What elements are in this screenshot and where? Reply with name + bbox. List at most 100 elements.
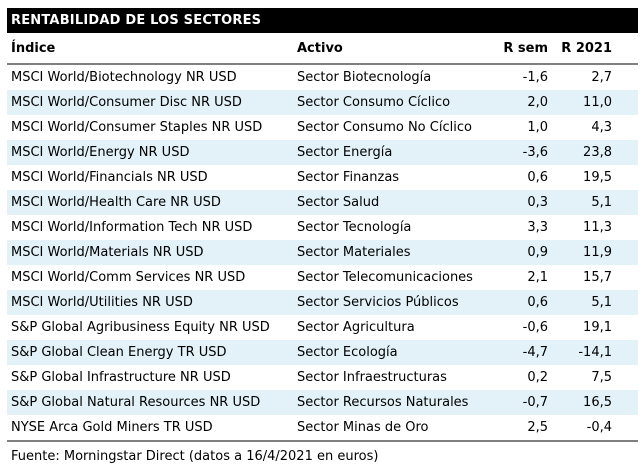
table-header-row: Índice Activo R sem R 2021 xyxy=(7,33,638,65)
index-cell: MSCI World/Energy NR USD xyxy=(7,140,293,165)
spacer-cell xyxy=(612,290,638,315)
asset-cell: Sector Finanzas xyxy=(293,165,503,190)
asset-cell: Sector Materiales xyxy=(293,240,503,265)
asset-cell: Sector Telecomunicaciones xyxy=(293,265,503,290)
r-sem-cell: 1,0 xyxy=(503,115,548,140)
spacer-cell xyxy=(612,115,638,140)
asset-cell: Sector Biotecnología xyxy=(293,64,503,90)
index-cell: MSCI World/Comm Services NR USD xyxy=(7,265,293,290)
r-2021-cell: 5,1 xyxy=(548,290,612,315)
r-sem-cell: -0,6 xyxy=(503,315,548,340)
table-body: MSCI World/Biotechnology NR USD Sector Bi… xyxy=(7,64,638,442)
asset-cell: Sector Consumo Cíclico xyxy=(293,90,503,115)
r-sem-cell: 2,5 xyxy=(503,415,548,442)
asset-cell: Sector Consumo No Cíclico xyxy=(293,115,503,140)
spacer-cell xyxy=(612,415,638,442)
index-cell: MSCI World/Information Tech NR USD xyxy=(7,215,293,240)
spacer-cell xyxy=(612,340,638,365)
report-title-bar: RENTABILIDAD DE LOS SECTORES xyxy=(7,8,638,33)
table-row: MSCI World/Consumer Staples NR USD Sector… xyxy=(7,115,638,140)
asset-cell: Sector Salud xyxy=(293,190,503,215)
r-sem-cell: 2,1 xyxy=(503,265,548,290)
r-2021-cell: 23,8 xyxy=(548,140,612,165)
spacer-cell xyxy=(612,140,638,165)
table-row: S&P Global Clean Energy TR USD Sector Eco… xyxy=(7,340,638,365)
r-2021-cell: 11,0 xyxy=(548,90,612,115)
asset-cell: Sector Servicios Públicos xyxy=(293,290,503,315)
asset-cell: Sector Recursos Naturales xyxy=(293,390,503,415)
r-sem-cell: 2,0 xyxy=(503,90,548,115)
sector-returns-table: Índice Activo R sem R 2021 MSCI World/Bi… xyxy=(7,33,638,442)
index-cell: S&P Global Agribusiness Equity NR USD xyxy=(7,315,293,340)
spacer-cell xyxy=(612,190,638,215)
r-2021-cell: 2,7 xyxy=(548,64,612,90)
r-sem-cell: -0,7 xyxy=(503,390,548,415)
index-cell: S&P Global Natural Resources NR USD xyxy=(7,390,293,415)
index-cell: S&P Global Clean Energy TR USD xyxy=(7,340,293,365)
spacer-cell xyxy=(612,315,638,340)
r-2021-cell: 11,9 xyxy=(548,240,612,265)
source-footnote: Fuente: Morningstar Direct (datos a 16/4… xyxy=(11,449,379,464)
table-row: MSCI World/Consumer Disc NR USD Sector Co… xyxy=(7,90,638,115)
r-2021-cell: 11,3 xyxy=(548,215,612,240)
column-header-activo: Activo xyxy=(293,33,503,65)
r-2021-cell: 15,7 xyxy=(548,265,612,290)
table-row: S&P Global Agribusiness Equity NR USD Sec… xyxy=(7,315,638,340)
r-sem-cell: 0,9 xyxy=(503,240,548,265)
column-header-spacer xyxy=(612,33,638,65)
table-row: S&P Global Infrastructure NR USD Sector I… xyxy=(7,365,638,390)
index-cell: MSCI World/Materials NR USD xyxy=(7,240,293,265)
index-cell: MSCI World/Biotechnology NR USD xyxy=(7,64,293,90)
spacer-cell xyxy=(612,90,638,115)
r-2021-cell: -0,4 xyxy=(548,415,612,442)
column-header-r-sem: R sem xyxy=(503,33,548,65)
spacer-cell xyxy=(612,215,638,240)
r-2021-cell: -14,1 xyxy=(548,340,612,365)
r-sem-cell: -3,6 xyxy=(503,140,548,165)
spacer-cell xyxy=(612,390,638,415)
table-row: MSCI World/Energy NR USD Sector Energía -3… xyxy=(7,140,638,165)
r-2021-cell: 7,5 xyxy=(548,365,612,390)
asset-cell: Sector Infraestructuras xyxy=(293,365,503,390)
table-row: MSCI World/Comm Services NR USD Sector Te… xyxy=(7,265,638,290)
table-row: MSCI World/Information Tech NR USD Sector… xyxy=(7,215,638,240)
asset-cell: Sector Ecología xyxy=(293,340,503,365)
asset-cell: Sector Minas de Oro xyxy=(293,415,503,442)
asset-cell: Sector Agricultura xyxy=(293,315,503,340)
spacer-cell xyxy=(612,165,638,190)
table-row: MSCI World/Biotechnology NR USD Sector Bi… xyxy=(7,64,638,90)
r-sem-cell: 0,2 xyxy=(503,365,548,390)
r-sem-cell: 3,3 xyxy=(503,215,548,240)
index-cell: MSCI World/Financials NR USD xyxy=(7,165,293,190)
spacer-cell xyxy=(612,365,638,390)
table-row: MSCI World/Utilities NR USD Sector Servic… xyxy=(7,290,638,315)
spacer-cell xyxy=(612,240,638,265)
r-sem-cell: 0,6 xyxy=(503,165,548,190)
spacer-cell xyxy=(612,64,638,90)
table-row: S&P Global Natural Resources NR USD Secto… xyxy=(7,390,638,415)
table-row: NYSE Arca Gold Miners TR USD Sector Minas… xyxy=(7,415,638,442)
spacer-cell xyxy=(612,265,638,290)
asset-cell: Sector Tecnología xyxy=(293,215,503,240)
r-sem-cell: -1,6 xyxy=(503,64,548,90)
r-2021-cell: 19,1 xyxy=(548,315,612,340)
r-sem-cell: -4,7 xyxy=(503,340,548,365)
column-header-indice: Índice xyxy=(7,33,293,65)
table-row: MSCI World/Materials NR USD Sector Materi… xyxy=(7,240,638,265)
index-cell: NYSE Arca Gold Miners TR USD xyxy=(7,415,293,442)
index-cell: S&P Global Infrastructure NR USD xyxy=(7,365,293,390)
r-sem-cell: 0,3 xyxy=(503,190,548,215)
index-cell: MSCI World/Consumer Disc NR USD xyxy=(7,90,293,115)
r-2021-cell: 4,3 xyxy=(548,115,612,140)
table-row: MSCI World/Health Care NR USD Sector Salu… xyxy=(7,190,638,215)
r-sem-cell: 0,6 xyxy=(503,290,548,315)
sector-returns-report: RENTABILIDAD DE LOS SECTORES Índice Acti… xyxy=(7,8,638,464)
r-2021-cell: 19,5 xyxy=(548,165,612,190)
asset-cell: Sector Energía xyxy=(293,140,503,165)
r-2021-cell: 5,1 xyxy=(548,190,612,215)
index-cell: MSCI World/Consumer Staples NR USD xyxy=(7,115,293,140)
index-cell: MSCI World/Health Care NR USD xyxy=(7,190,293,215)
column-header-r-2021: R 2021 xyxy=(548,33,612,65)
r-2021-cell: 16,5 xyxy=(548,390,612,415)
